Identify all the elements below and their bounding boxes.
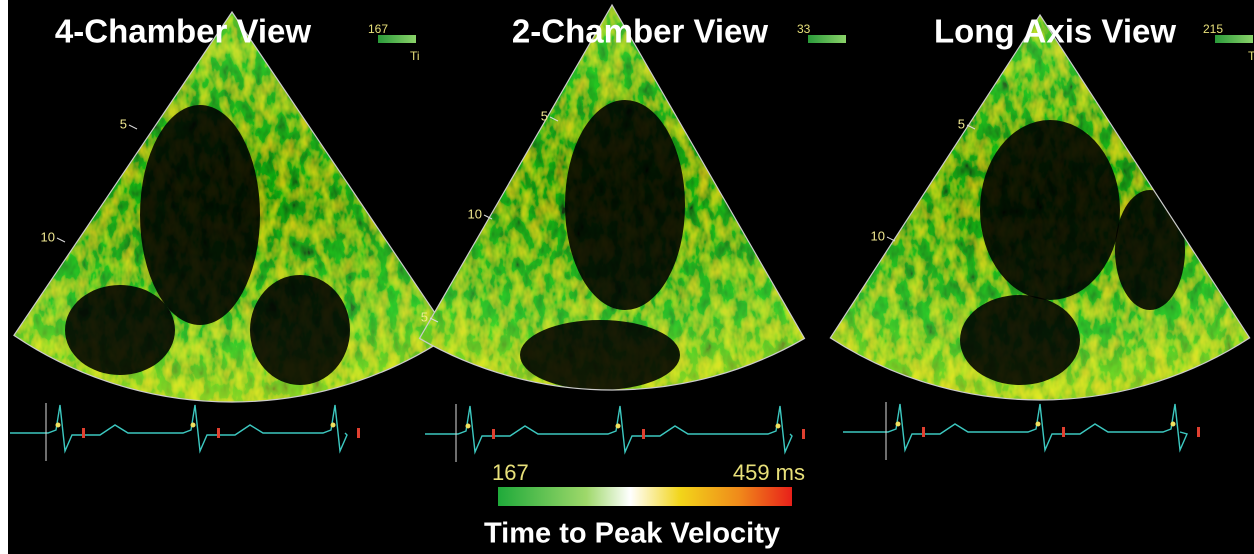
timing-mark bbox=[82, 428, 85, 438]
echo-figure: 167 459 ms Time to Peak Velocity 4-Chamb… bbox=[0, 0, 1254, 554]
scale-unit: Ti bbox=[410, 49, 420, 63]
colorbar-max: 459 ms bbox=[733, 460, 805, 485]
ecg-dot bbox=[1036, 422, 1041, 427]
scale-bar bbox=[1215, 35, 1253, 43]
ecg-dot bbox=[191, 423, 196, 428]
timing-mark bbox=[922, 427, 925, 437]
timing-mark bbox=[357, 428, 360, 438]
ecg-dot bbox=[56, 423, 61, 428]
scale-bar bbox=[378, 35, 416, 43]
heart-chamber bbox=[140, 105, 260, 325]
view-title: 2-Chamber View bbox=[512, 13, 768, 50]
heart-chamber bbox=[250, 275, 350, 385]
heart-chamber bbox=[520, 320, 680, 390]
ecg-dot bbox=[466, 424, 471, 429]
depth-label: 10 bbox=[468, 206, 482, 221]
scale-bar bbox=[808, 35, 846, 43]
depth-label: 10 bbox=[871, 228, 885, 243]
timing-mark bbox=[1062, 427, 1065, 437]
ecg-dot bbox=[1171, 422, 1176, 427]
timing-mark bbox=[492, 429, 495, 439]
timing-mark bbox=[642, 429, 645, 439]
timing-mark bbox=[1197, 427, 1200, 437]
ecg-dot bbox=[616, 424, 621, 429]
heart-chamber bbox=[565, 100, 685, 310]
scale-value: 215 bbox=[1203, 22, 1223, 36]
view-title: 4-Chamber View bbox=[55, 13, 311, 50]
scale-value: 33 bbox=[797, 22, 811, 36]
depth-label: 5 bbox=[421, 309, 428, 324]
depth-label: 5 bbox=[541, 108, 548, 123]
ecg-dot bbox=[776, 424, 781, 429]
ecg-dot bbox=[331, 423, 336, 428]
scale-value: 167 bbox=[368, 22, 388, 36]
color-bar bbox=[498, 487, 792, 506]
heart-chamber bbox=[65, 285, 175, 375]
timing-mark bbox=[217, 428, 220, 438]
heart-chamber bbox=[960, 295, 1080, 385]
depth-label: 5 bbox=[120, 116, 127, 131]
depth-label: 5 bbox=[958, 116, 965, 131]
colorbar-title: Time to Peak Velocity bbox=[484, 518, 780, 550]
heart-chamber bbox=[980, 120, 1120, 300]
depth-label: 10 bbox=[41, 229, 55, 244]
ecg-dot bbox=[896, 422, 901, 427]
view-title: Long Axis View bbox=[934, 13, 1176, 50]
scale-unit: T bbox=[1248, 49, 1254, 63]
colorbar-min: 167 bbox=[492, 460, 529, 485]
timing-mark bbox=[802, 429, 805, 439]
